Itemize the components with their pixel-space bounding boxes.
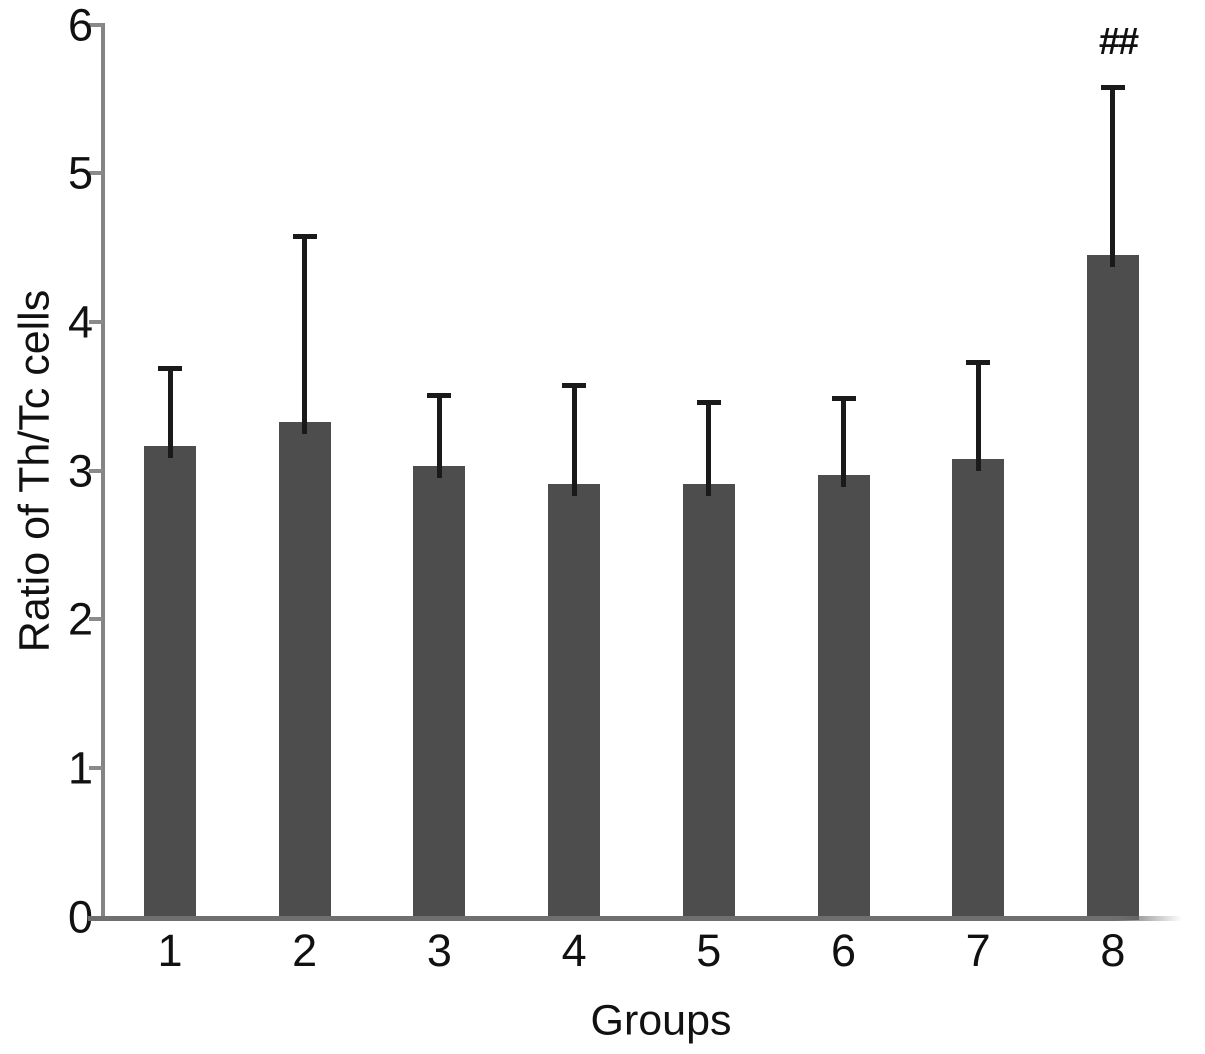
y-tick-label: 6 bbox=[67, 0, 93, 51]
error-bar-cap bbox=[966, 360, 991, 366]
error-bar-line bbox=[975, 362, 981, 471]
x-tick-label: 2 bbox=[292, 925, 318, 976]
bar-group-2 bbox=[278, 421, 331, 920]
bar-group-4 bbox=[548, 484, 601, 920]
bar-group-6 bbox=[817, 475, 870, 920]
bar-group-3 bbox=[413, 466, 466, 920]
x-tick-label: 4 bbox=[561, 925, 587, 976]
y-tick-mark bbox=[89, 171, 103, 176]
error-bar-cap bbox=[158, 366, 182, 372]
y-tick-mark bbox=[89, 320, 103, 325]
x-tick-label: 5 bbox=[696, 925, 722, 976]
error-bar-line bbox=[571, 384, 577, 497]
y-tick-label: 5 bbox=[67, 147, 93, 199]
y-tick-label: 2 bbox=[67, 593, 93, 645]
x-tick-label: 8 bbox=[1100, 925, 1126, 976]
y-tick-label: 4 bbox=[67, 296, 93, 348]
error-bar-line bbox=[436, 394, 442, 479]
bar-group-8 bbox=[1086, 255, 1139, 920]
y-tick-mark bbox=[89, 617, 103, 622]
error-bar-cap bbox=[562, 382, 587, 388]
x-axis-line bbox=[88, 916, 1182, 921]
error-bar-cap bbox=[696, 400, 721, 406]
error-bar-cap bbox=[292, 233, 317, 239]
error-bar-line bbox=[302, 235, 308, 434]
y-tick-label: 1 bbox=[67, 742, 93, 794]
y-tick-label: 0 bbox=[67, 891, 93, 943]
error-bar-line bbox=[1110, 87, 1116, 268]
error-bar-cap bbox=[1100, 85, 1125, 91]
bar-group-7 bbox=[952, 458, 1005, 920]
error-bar-cap bbox=[831, 395, 856, 401]
x-axis-title: Groups bbox=[590, 996, 732, 1045]
x-tick-label: 6 bbox=[830, 925, 857, 976]
x-tick-label: 7 bbox=[965, 925, 991, 976]
error-bar-cap bbox=[427, 392, 452, 398]
bar-group-1 bbox=[144, 445, 196, 920]
y-tick-mark bbox=[89, 22, 103, 27]
y-tick-label: 3 bbox=[67, 445, 93, 497]
error-bar-line bbox=[706, 402, 712, 497]
significance-annotation: ## bbox=[1098, 21, 1139, 63]
bar-group-5 bbox=[682, 484, 735, 920]
error-bar-line bbox=[167, 368, 173, 458]
x-tick-label: 3 bbox=[426, 925, 452, 976]
x-tick-label: 1 bbox=[157, 925, 183, 976]
error-bar-line bbox=[841, 397, 846, 488]
y-tick-mark bbox=[89, 766, 103, 771]
y-tick-mark bbox=[89, 468, 103, 473]
y-axis-line bbox=[101, 23, 105, 920]
